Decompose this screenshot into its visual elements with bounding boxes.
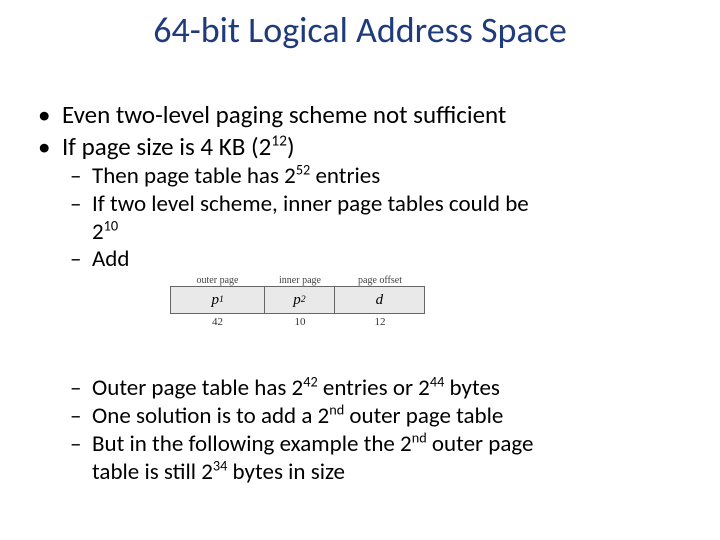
diagram-row: p1 p2 d — [170, 286, 425, 314]
sub-1-sup: 52 — [296, 160, 310, 178]
sub-6b: table is still 234 bytes in size — [38, 459, 690, 486]
header-outer: outer page — [170, 275, 265, 286]
diagram-widths: 42 10 12 — [170, 316, 425, 328]
cell-p2: p2 — [265, 287, 334, 313]
cell-p1-sym: p — [211, 292, 219, 309]
sub-6-pre: But in the following example the 2 — [92, 430, 412, 458]
sub-1: Then page table has 252 entries — [38, 163, 690, 190]
cell-p1: p1 — [171, 287, 265, 313]
sub-4-post: bytes — [444, 374, 500, 402]
sub-6b-post: bytes in size — [227, 458, 345, 486]
header-offset: page offset — [335, 275, 425, 286]
sub-1-post: entries — [310, 162, 380, 190]
sub-2-text: If two level scheme, inner page tables c… — [92, 190, 529, 218]
sub-5-pre: One solution is to add a 2 — [92, 402, 329, 430]
slide-title: 64-bit Logical Address Space — [0, 8, 720, 52]
bullet-2-pre: If page size is 4 KB (2 — [62, 131, 271, 162]
bullet-2-post: ) — [287, 131, 295, 162]
sub-6-post: outer page — [427, 430, 534, 458]
sub-4-mid: entries or 2 — [318, 374, 430, 402]
sub-2b: 210 — [38, 219, 690, 246]
sub-6b-sup: 34 — [213, 456, 227, 474]
sub-6b-pre: table is still 2 — [92, 458, 213, 486]
sub-2b-sup: 10 — [104, 217, 118, 235]
cell-p2-sym: p — [293, 292, 301, 309]
bullet-2-sup: 12 — [271, 131, 287, 150]
sub-4-sup1: 42 — [303, 372, 317, 390]
sub-5: One solution is to add a 2nd outer page … — [38, 403, 690, 430]
num-10: 10 — [265, 316, 335, 328]
sub-5-sup: nd — [329, 400, 344, 418]
sub-4-pre: Outer page table has 2 — [92, 374, 303, 402]
sub-4-sup2: 44 — [430, 372, 444, 390]
address-diagram: outer page inner page page offset p1 p2 … — [170, 275, 425, 328]
sub-4: Outer page table has 242 entries or 244 … — [38, 375, 690, 402]
bullet-1: Even two-level paging scheme not suffici… — [38, 100, 690, 130]
num-12: 12 — [335, 316, 425, 328]
sub-3: Add — [38, 246, 690, 273]
sub-6-sup: nd — [412, 428, 427, 446]
diagram-headers: outer page inner page page offset — [170, 275, 425, 286]
header-inner: inner page — [265, 275, 335, 286]
bullet-1-text: Even two-level paging scheme not suffici… — [62, 99, 506, 130]
cell-d: d — [335, 287, 424, 313]
sub-6: But in the following example the 2nd out… — [38, 431, 690, 458]
bullet-2: If page size is 4 KB (212) — [38, 132, 690, 162]
sub-1-pre: Then page table has 2 — [92, 162, 296, 190]
slide: 64-bit Logical Address Space Even two-le… — [0, 0, 720, 540]
cell-d-sym: d — [376, 292, 384, 309]
num-42: 42 — [170, 316, 265, 328]
sub-5-post: outer page table — [344, 402, 503, 430]
sub-2: If two level scheme, inner page tables c… — [38, 191, 690, 218]
sub-3-text: Add — [92, 245, 129, 273]
sub-2b-pre: 2 — [92, 218, 104, 246]
